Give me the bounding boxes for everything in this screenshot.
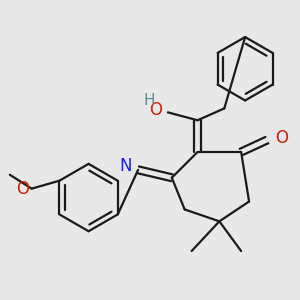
Text: O: O	[16, 180, 29, 198]
Text: H: H	[143, 93, 155, 108]
Text: O: O	[275, 129, 288, 147]
Text: N: N	[120, 157, 132, 175]
Text: O: O	[149, 101, 162, 119]
